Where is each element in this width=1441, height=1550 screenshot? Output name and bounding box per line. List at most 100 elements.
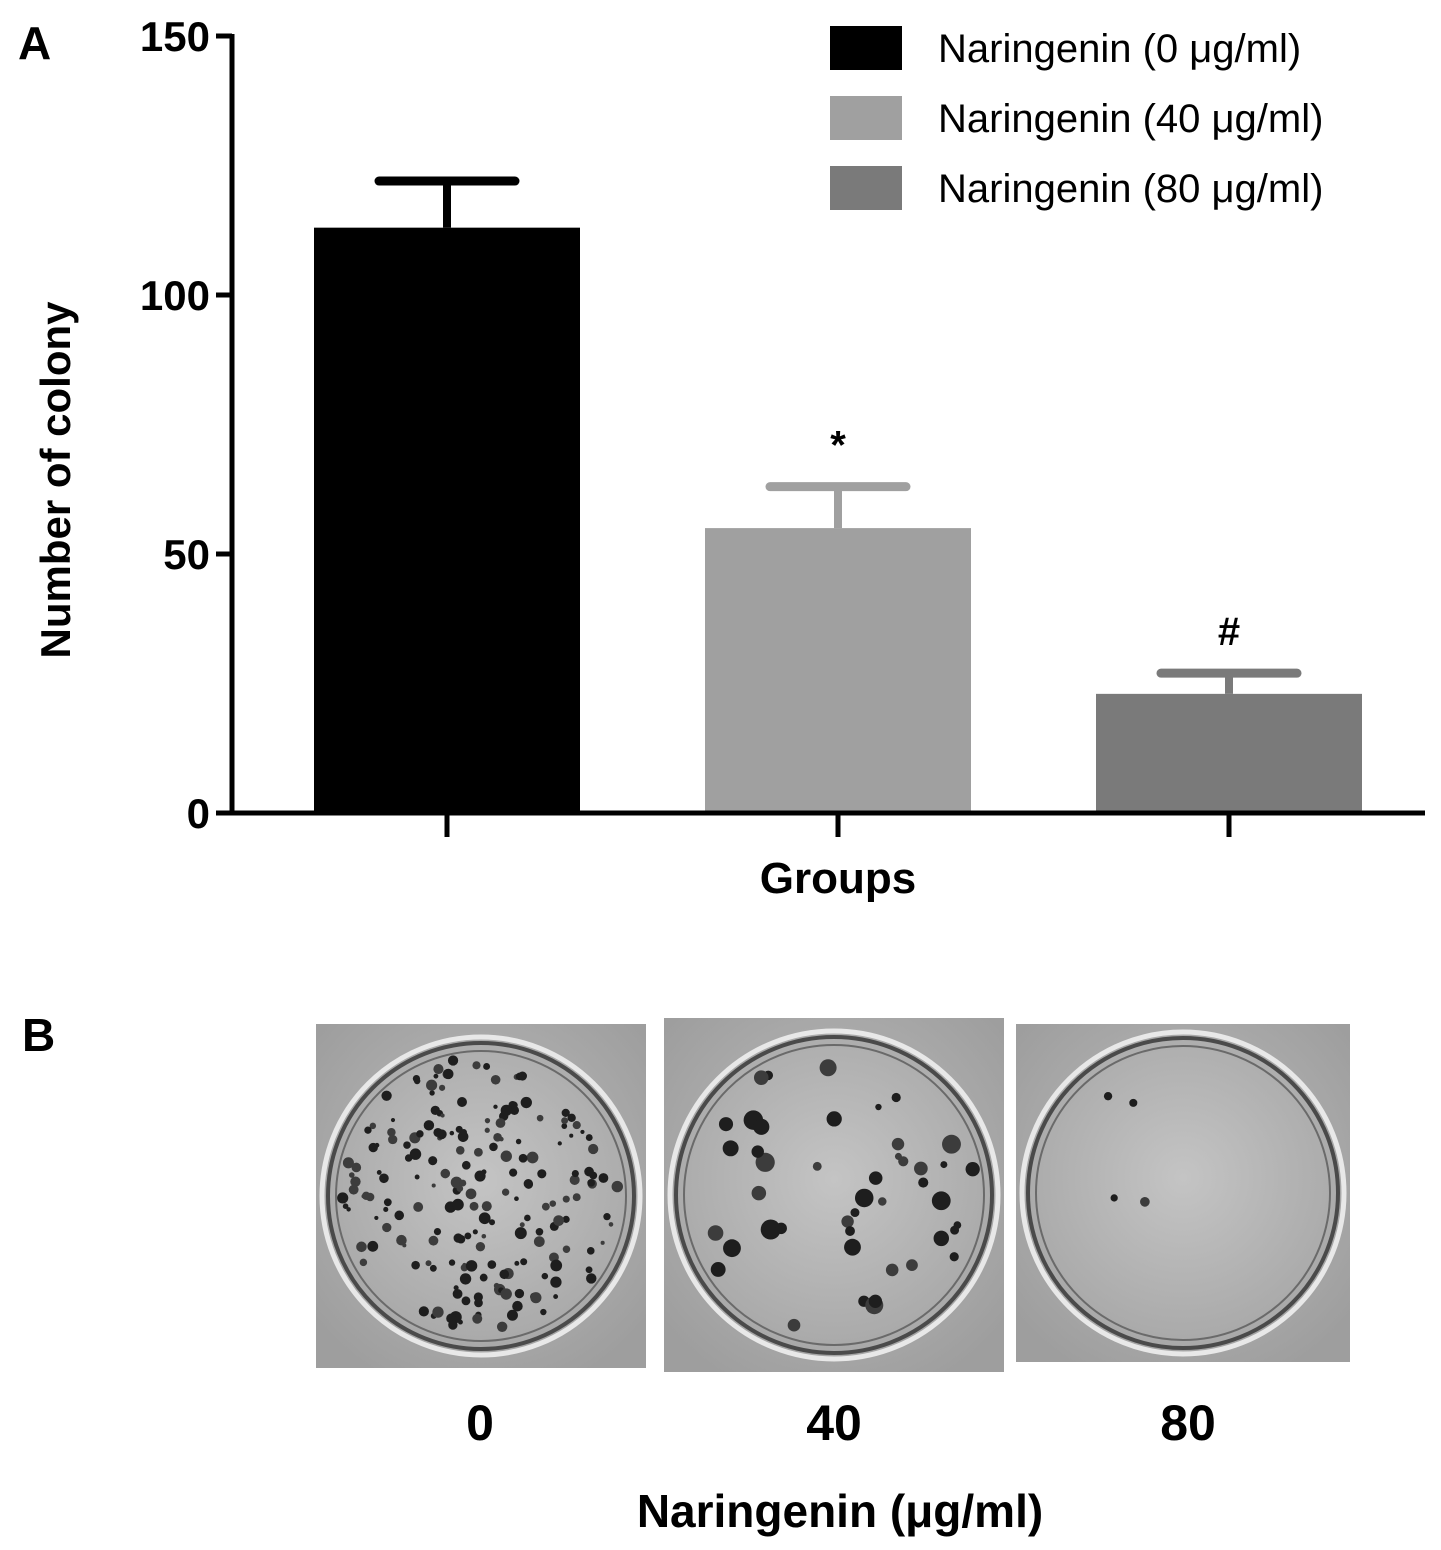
dish-inner-rim [335,1050,627,1342]
colony [479,1273,488,1282]
colony [472,1313,483,1324]
colony [524,1214,531,1222]
colony [549,1200,557,1207]
colony [469,1201,479,1211]
colony [533,1236,545,1247]
colony [458,1319,463,1325]
colony [517,1071,528,1081]
colony [567,1113,576,1123]
colony [499,1269,510,1280]
colony [452,1198,464,1211]
colony [557,1141,562,1146]
colony [819,1059,837,1077]
colony [474,1298,483,1308]
y-tick-label-0: 0 [187,790,210,837]
colony [490,1074,501,1085]
legend-swatch-0 [830,26,902,70]
colony [413,1202,424,1212]
colony [603,1212,611,1221]
colony [520,1096,532,1109]
colony [535,1227,544,1236]
colony [425,1260,432,1267]
colony [436,1129,447,1140]
significance-mark-1: * [830,424,846,468]
colony [572,1121,581,1130]
colony [448,1259,456,1266]
colony [390,1117,396,1123]
colony [495,1118,506,1128]
dish-plate [326,1041,636,1351]
colony [409,1148,422,1160]
panel-label-b: B [22,1009,56,1061]
colony [484,1127,490,1133]
colony [514,1196,519,1202]
colony [844,1238,861,1256]
legend-swatch-1 [830,96,902,140]
colony [388,1134,398,1145]
colony [755,1152,775,1172]
colony [537,1169,547,1179]
colony [457,1097,467,1107]
colony [432,1306,444,1318]
colony [812,1161,822,1171]
colony [707,1225,724,1241]
bar-2 [1096,693,1362,813]
colony [942,1134,961,1154]
colony [428,1235,439,1246]
colony [398,1235,403,1241]
colony [499,1136,504,1142]
colony [562,1195,570,1203]
colony [512,1300,523,1312]
colony [462,1262,467,1268]
colony [598,1173,609,1183]
colony [387,1127,396,1137]
significance-mark-2: # [1218,610,1240,654]
colony [402,1243,407,1248]
colony-dish-photos [316,1018,1350,1372]
colony [751,1145,764,1158]
colony [455,1146,465,1155]
colony [760,1219,781,1240]
colony [461,1296,471,1306]
colony [841,1215,854,1228]
colony [443,1068,454,1080]
colony [453,1285,459,1291]
colony [481,1201,492,1212]
colony [611,1180,623,1193]
colony [369,1122,377,1130]
colony [518,1153,528,1163]
colony [433,1228,442,1236]
colony [580,1129,585,1135]
colony [588,1143,599,1155]
legend-swatch-2 [830,166,902,210]
colony [949,1252,959,1262]
colony [414,1174,420,1180]
colony [382,1222,392,1233]
colony [381,1090,392,1101]
x-axis-label: Groups [760,854,916,903]
colony [368,1142,378,1153]
colony [514,1260,520,1266]
legend-label-2: Naringenin (80 μg/ml) [938,167,1323,211]
colony [940,1161,948,1169]
colony-dish-80 [1016,1024,1350,1362]
colony [449,1130,455,1136]
colony [519,1222,525,1228]
colony [416,1130,424,1138]
colony [561,1108,570,1117]
dish-inner-rim [683,1044,985,1346]
colony [483,1063,491,1070]
colony [440,1113,445,1118]
colony [523,1179,533,1189]
colony [906,1259,918,1272]
colony [356,1241,367,1253]
colony [418,1306,429,1317]
colony [561,1123,568,1130]
colony [433,1064,444,1075]
colony [510,1101,518,1109]
colony [718,1117,734,1132]
colony [753,1070,769,1085]
colony [489,1142,498,1152]
colony [826,1111,842,1127]
colony [914,1161,928,1176]
